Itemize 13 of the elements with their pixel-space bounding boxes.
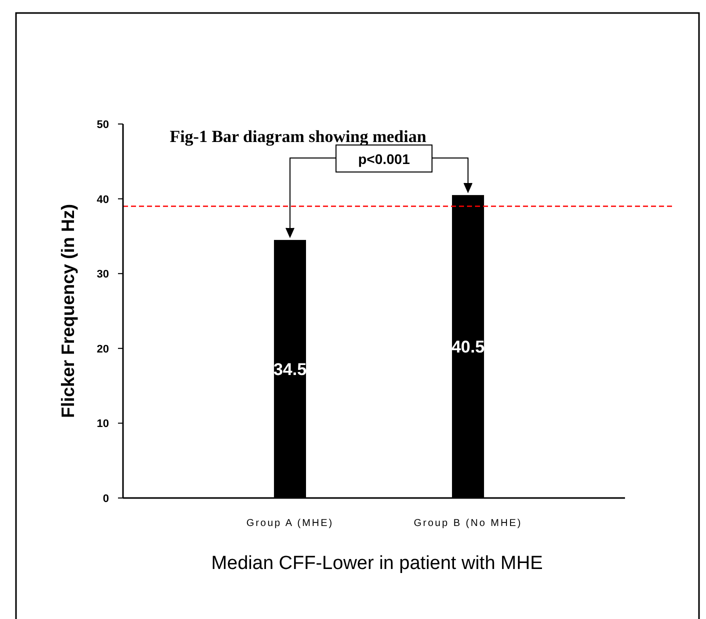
y-tick-label: 0 bbox=[102, 493, 109, 505]
y-tick-label: 50 bbox=[96, 119, 109, 131]
x-tick-label: Group B (No MHE) bbox=[414, 518, 522, 529]
x-axis-title: Median CFF-Lower in patient with MHE bbox=[211, 553, 543, 574]
chart-title: Fig-1 Bar diagram showing median bbox=[170, 127, 427, 146]
y-axis-title: Flicker Frequency (in Hz) bbox=[58, 204, 78, 418]
y-tick-label: 20 bbox=[96, 343, 109, 356]
y-tick-label: 30 bbox=[96, 268, 109, 281]
y-tick-label: 40 bbox=[96, 194, 109, 206]
y-tick-label: 10 bbox=[96, 418, 109, 430]
x-tick-label: Group A (MHE) bbox=[246, 518, 334, 529]
annotation: p<0.001 bbox=[358, 151, 410, 167]
data-label: 34.5 bbox=[273, 360, 307, 379]
